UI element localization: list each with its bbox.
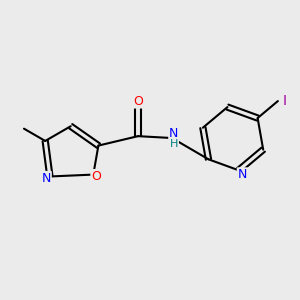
- Text: H: H: [170, 139, 178, 149]
- Text: O: O: [133, 94, 143, 107]
- Text: N: N: [41, 172, 51, 185]
- Text: O: O: [92, 170, 101, 183]
- Text: N: N: [169, 127, 178, 140]
- Text: I: I: [283, 94, 287, 108]
- Text: N: N: [238, 168, 247, 181]
